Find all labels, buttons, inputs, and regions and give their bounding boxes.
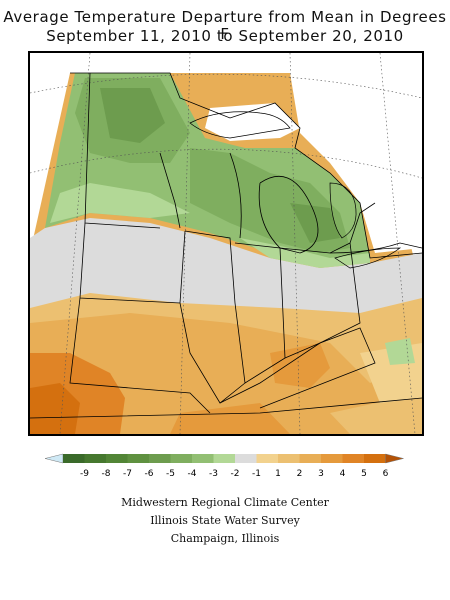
legend-swatch [364, 454, 386, 463]
lake-outlines [189, 111, 402, 269]
legend-swatch [213, 454, 235, 463]
legend-swatch [192, 454, 214, 463]
legend-tick-label: -3 [209, 469, 218, 479]
state-boundaries [30, 72, 422, 419]
legend-high-arrow [385, 453, 404, 464]
legend-tick-label: -9 [80, 469, 89, 479]
legend-tick-label: 3 [318, 469, 324, 479]
legend-swatch [84, 454, 106, 463]
legend-tick-label: -5 [166, 469, 175, 479]
legend-graphic: -9 -8 -7 -6 -5 -4 -3 -2 -1 1 2 3 4 5 6 [44, 453, 404, 479]
credit-line-1: Midwestern Regional Climate Center [121, 496, 329, 509]
legend-tick-label: 1 [275, 469, 281, 479]
legend-tick-label: 4 [340, 469, 346, 479]
credit-line-2: Illinois State Water Survey [150, 514, 300, 527]
legend-tick-label: -8 [102, 469, 111, 479]
map-date-range: September 11, 2010 to September 20, 2010 [46, 27, 404, 45]
legend-tick-label: -4 [188, 469, 197, 479]
legend-tick-label: -7 [123, 469, 132, 479]
legend-swatch [321, 454, 343, 463]
legend-swatch [106, 454, 128, 463]
legend-swatch [149, 454, 171, 463]
credit-line-3: Champaign, Illinois [170, 532, 280, 545]
legend-tick-label: 5 [361, 469, 367, 479]
legend-swatch [127, 454, 149, 463]
legend-swatch [299, 454, 321, 463]
legend-tick-label: 6 [383, 469, 389, 479]
legend-tick-label: -1 [252, 469, 261, 479]
legend-swatch [278, 454, 300, 463]
legend-swatch [342, 454, 364, 463]
legend-tick-label: -2 [231, 469, 240, 479]
temperature-departure-map [28, 51, 424, 436]
legend-swatch [63, 454, 85, 463]
legend-swatch [256, 454, 278, 463]
legend-swatch [235, 454, 257, 463]
graticule [30, 53, 422, 434]
map-title: Average Temperature Departure from Mean … [3, 8, 447, 43]
legend-tick-label: -6 [145, 469, 154, 479]
data-region [30, 73, 422, 434]
legend-swatch [170, 454, 192, 463]
legend-tick-label: 2 [297, 469, 303, 479]
color-scale-legend: -9 -8 -7 -6 -5 -4 -3 -2 -1 1 2 3 4 5 6 [0, 450, 450, 490]
legend-low-arrow [44, 453, 64, 464]
map-canvas [30, 53, 422, 434]
